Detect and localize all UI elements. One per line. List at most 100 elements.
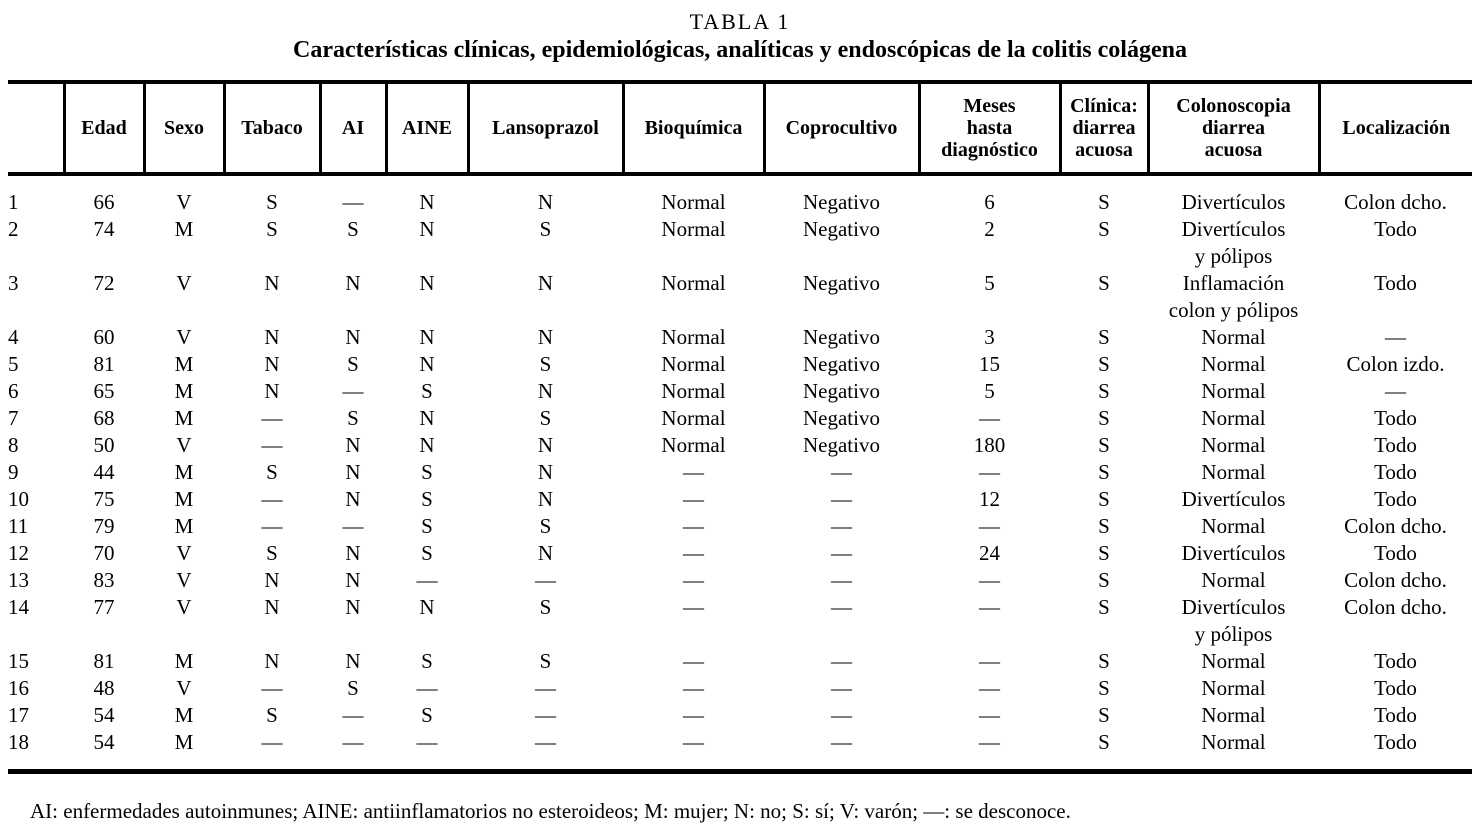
table-cell: N xyxy=(419,595,435,619)
row-number: 10 xyxy=(8,487,29,511)
table-cell: 50 xyxy=(93,433,115,457)
table-cell: N xyxy=(264,595,280,619)
table-cell: 81 xyxy=(93,649,115,673)
table-row: 3 72 V N N N N Normal Negativo 5 S Inflamación colo… xyxy=(8,270,1472,324)
table-cell: Normal xyxy=(1201,514,1266,538)
table-row: 18 54 M — — — — — — — S Normal Todo xyxy=(8,729,1472,772)
table-cell: Normal xyxy=(1201,730,1266,754)
table-cell: Normal xyxy=(661,352,726,376)
table-cell: Negativo xyxy=(803,406,880,430)
table-cell: 48 xyxy=(93,676,115,700)
table-cell: S xyxy=(1098,676,1110,700)
row-number: 13 xyxy=(8,568,29,592)
row-number: 15 xyxy=(8,649,29,673)
table-row: 15 81 M N N S S — — — S Normal Todo xyxy=(8,648,1472,675)
table-cell: Todo xyxy=(1374,703,1417,727)
table-row: 10 75 M — N S N — — 12 S Divertículos Todo xyxy=(8,486,1472,513)
table-cell: Normal xyxy=(1201,406,1266,430)
table-cell: S xyxy=(421,649,433,673)
table-cell: — xyxy=(831,676,852,700)
table-cell: 44 xyxy=(93,460,115,484)
table-cell: S xyxy=(539,595,552,619)
table-cell: 83 xyxy=(93,568,115,592)
row-number: 17 xyxy=(8,703,29,727)
table-cell: 74 xyxy=(93,217,115,241)
table-cell: M xyxy=(174,649,194,673)
table-cell: — xyxy=(979,568,1000,592)
table-cell: S xyxy=(539,352,552,376)
table-cell: S xyxy=(539,217,552,241)
table-cell: N xyxy=(419,325,435,349)
table-cell: — xyxy=(831,595,852,619)
row-number: 18 xyxy=(8,730,29,754)
table-cell: S xyxy=(539,514,552,538)
column-header-lansoprazol: Lansoprazol xyxy=(466,82,623,174)
table-cell: — xyxy=(683,649,704,673)
table-cell: N xyxy=(345,271,361,295)
table-row: 12 70 V S N S N — — 24 S Divertículos Todo xyxy=(8,540,1472,567)
table-cell: Colon dcho. xyxy=(1344,595,1447,619)
table-cell: — xyxy=(683,541,704,565)
table-cell: — xyxy=(261,406,283,430)
table-cell: S xyxy=(1098,379,1110,403)
table-row: 9 44 M S N S N — — — S Normal Todo xyxy=(8,459,1472,486)
table-cell: M xyxy=(174,406,194,430)
table-cell: Todo xyxy=(1374,460,1417,484)
table-row: 5 81 M N S N S Normal Negativo 15 S Normal Colon izd… xyxy=(8,351,1472,378)
table-cell: 68 xyxy=(93,406,115,430)
table-cell: Normal xyxy=(1201,460,1266,484)
table-cell: V xyxy=(176,433,192,457)
row-number: 6 xyxy=(8,379,19,403)
table-row: 11 79 M — — S S — — — S Normal Colon dcho. xyxy=(8,513,1472,540)
table-cell: — xyxy=(1385,325,1406,349)
table-cell: — xyxy=(683,460,704,484)
table-cell: S xyxy=(347,406,359,430)
table-cell: N xyxy=(345,325,361,349)
table-cell: M xyxy=(174,487,194,511)
table-cell: N xyxy=(264,271,280,295)
table-cell: M xyxy=(174,514,194,538)
table-cell: — xyxy=(831,541,852,565)
table-cell: 72 xyxy=(93,271,115,295)
table-cell: — xyxy=(535,676,556,700)
table-cell: Divertículos xyxy=(1181,487,1286,511)
column-header-bioquimica: Bioquímica xyxy=(621,82,764,174)
table-cell: 3 xyxy=(984,325,995,349)
table-cell: Normal xyxy=(661,217,726,241)
table-cell: — xyxy=(979,595,1000,619)
table-row: 1 66 V S — N N Normal Negativo 6 S Divertículos Colo… xyxy=(8,174,1472,216)
table-cell: Divertículos xyxy=(1181,190,1286,214)
column-header-clinica: Clínica: diarrea acuosa xyxy=(1058,82,1148,174)
table-cell: N xyxy=(537,190,554,214)
table-cell: M xyxy=(174,217,194,241)
table-cell: — xyxy=(683,595,704,619)
table-cell: Normal xyxy=(661,406,726,430)
table-cell: S xyxy=(347,352,359,376)
table-cell: Todo xyxy=(1374,730,1417,754)
table-cell: V xyxy=(176,271,192,295)
table-cell: Normal xyxy=(661,325,726,349)
table-cell: N xyxy=(537,433,554,457)
row-number: 7 xyxy=(8,406,19,430)
table-cell: Normal xyxy=(1201,379,1266,403)
column-header-edad: Edad xyxy=(62,82,144,174)
row-number: 1 xyxy=(8,190,19,214)
row-number: 4 xyxy=(8,325,19,349)
table-row: 14 77 V N N N S — — — S Divertículos y pólipos Colon… xyxy=(8,594,1472,648)
table-cell: N xyxy=(419,406,435,430)
table-cell: — xyxy=(683,676,704,700)
table-cell: V xyxy=(176,595,192,619)
table-cell: S xyxy=(266,460,278,484)
table-cell: 15 xyxy=(979,352,1000,376)
row-number: 11 xyxy=(8,514,29,538)
table-cell: N xyxy=(345,541,361,565)
table-cell: N xyxy=(345,649,361,673)
table-cell: M xyxy=(174,460,194,484)
table-cell: Todo xyxy=(1374,271,1417,295)
table-cell: N xyxy=(264,649,280,673)
table-cell: — xyxy=(979,730,1000,754)
table-cell: — xyxy=(416,730,438,754)
table-cell: — xyxy=(979,649,1000,673)
table-cell: — xyxy=(979,406,1000,430)
